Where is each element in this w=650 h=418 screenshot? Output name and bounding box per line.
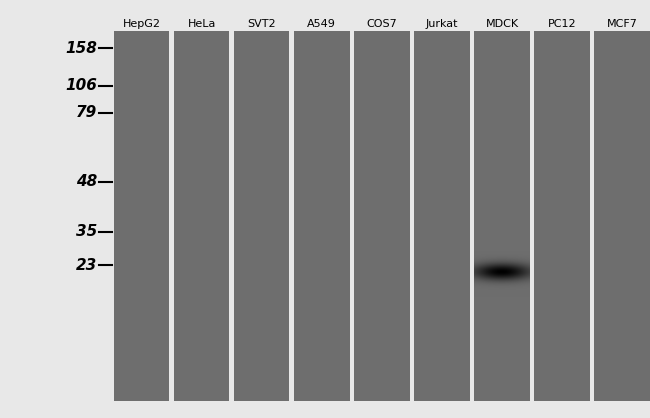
Text: 35: 35: [76, 224, 98, 240]
Text: MCF7: MCF7: [607, 19, 638, 29]
Text: SVT2: SVT2: [248, 19, 276, 29]
Bar: [294, 31, 350, 401]
Bar: [354, 31, 410, 401]
Text: COS7: COS7: [367, 19, 397, 29]
Text: 158: 158: [66, 41, 98, 56]
Bar: [474, 31, 530, 401]
Text: Jurkat: Jurkat: [426, 19, 458, 29]
Text: PC12: PC12: [548, 19, 577, 29]
Text: 79: 79: [76, 105, 98, 120]
Bar: [414, 31, 470, 401]
Bar: [595, 31, 650, 401]
Bar: [234, 31, 289, 401]
Text: MDCK: MDCK: [486, 19, 519, 29]
Text: A549: A549: [307, 19, 336, 29]
Text: HepG2: HepG2: [122, 19, 161, 29]
Text: 106: 106: [66, 78, 98, 93]
Bar: [114, 31, 169, 401]
Bar: [174, 31, 229, 401]
Text: 48: 48: [76, 174, 98, 189]
Bar: [534, 31, 590, 401]
Text: HeLa: HeLa: [187, 19, 216, 29]
Text: 23: 23: [76, 258, 98, 273]
